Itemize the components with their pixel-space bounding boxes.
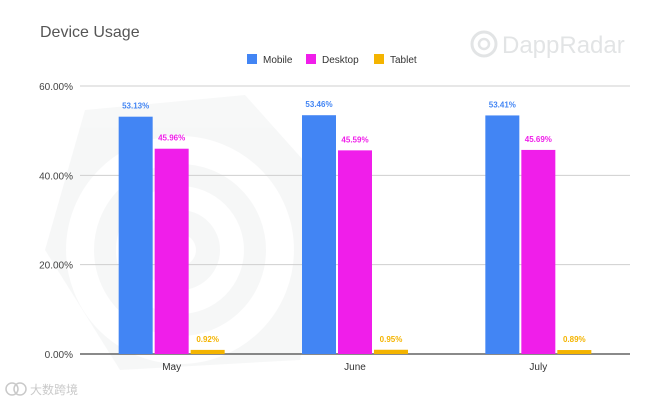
data-label: 0.89%	[563, 335, 586, 344]
legend-item-mobile: Mobile	[247, 54, 293, 66]
bar-mobile-july	[485, 115, 520, 354]
x-tick-label: June	[344, 362, 366, 373]
y-tick-label: 20.00%	[39, 261, 73, 272]
bar-desktop-june	[338, 150, 372, 354]
corner-watermark: 大数跨境	[5, 382, 78, 397]
data-label: 53.46%	[305, 100, 332, 109]
corner-watermark-text: 大数跨境	[30, 382, 78, 397]
legend-label: Tablet	[390, 55, 417, 66]
legend-swatch	[374, 54, 384, 64]
y-tick-label: 0.00%	[45, 350, 73, 361]
y-tick-label: 40.00%	[39, 171, 73, 182]
data-label: 45.59%	[341, 135, 368, 144]
legend-item-desktop: Desktop	[306, 54, 359, 66]
bar-desktop-may	[154, 148, 189, 354]
brand-watermark-text: DappRadar	[502, 32, 625, 59]
data-label: 45.96%	[158, 134, 185, 143]
data-label: 0.95%	[380, 335, 403, 344]
chart-title: Device Usage	[40, 24, 140, 41]
y-tick-label: 60.00%	[39, 82, 73, 93]
bar-tablet-june	[374, 349, 408, 354]
bar-tablet-july	[557, 350, 592, 354]
bar-mobile-june	[302, 115, 336, 354]
x-tick-label: May	[162, 362, 181, 373]
bar-tablet-may	[190, 349, 225, 354]
legend-swatch	[247, 54, 257, 64]
legend-item-tablet: Tablet	[374, 54, 417, 66]
x-tick-label: July	[529, 362, 547, 373]
data-label: 53.41%	[489, 100, 516, 109]
data-label: 0.92%	[196, 335, 219, 344]
bar-desktop-july	[521, 149, 556, 354]
bar-mobile-may	[118, 116, 153, 354]
data-label: 53.13%	[122, 102, 149, 111]
brand-watermark: DappRadar	[470, 30, 625, 59]
legend-label: Mobile	[263, 55, 293, 66]
legend-swatch	[306, 54, 316, 64]
legend-label: Desktop	[322, 55, 359, 66]
data-label: 45.69%	[525, 135, 552, 144]
